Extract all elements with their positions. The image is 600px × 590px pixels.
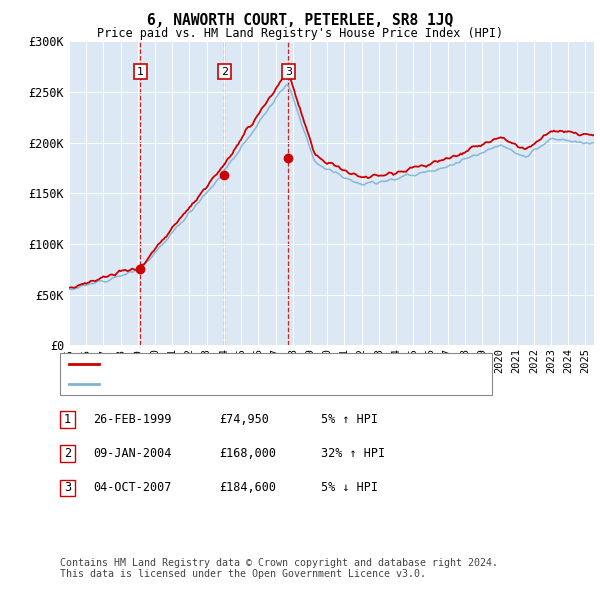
Text: 1: 1 — [137, 67, 144, 77]
Text: 3: 3 — [64, 481, 71, 494]
Text: 26-FEB-1999: 26-FEB-1999 — [93, 413, 172, 426]
Text: Price paid vs. HM Land Registry's House Price Index (HPI): Price paid vs. HM Land Registry's House … — [97, 27, 503, 40]
Text: 32% ↑ HPI: 32% ↑ HPI — [321, 447, 385, 460]
Text: 5% ↓ HPI: 5% ↓ HPI — [321, 481, 378, 494]
Text: 3: 3 — [285, 67, 292, 77]
Text: 6, NAWORTH COURT, PETERLEE, SR8 1JQ (detached house): 6, NAWORTH COURT, PETERLEE, SR8 1JQ (det… — [105, 359, 456, 369]
Text: 2: 2 — [64, 447, 71, 460]
Text: 5% ↑ HPI: 5% ↑ HPI — [321, 413, 378, 426]
Text: HPI: Average price, detached house, County Durham: HPI: Average price, detached house, Coun… — [105, 379, 436, 389]
Text: 04-OCT-2007: 04-OCT-2007 — [93, 481, 172, 494]
Text: 1: 1 — [64, 413, 71, 426]
Text: £74,950: £74,950 — [219, 413, 269, 426]
Text: £184,600: £184,600 — [219, 481, 276, 494]
Text: 2: 2 — [221, 67, 228, 77]
Text: £168,000: £168,000 — [219, 447, 276, 460]
Text: Contains HM Land Registry data © Crown copyright and database right 2024.
This d: Contains HM Land Registry data © Crown c… — [60, 558, 498, 579]
Text: 6, NAWORTH COURT, PETERLEE, SR8 1JQ: 6, NAWORTH COURT, PETERLEE, SR8 1JQ — [147, 13, 453, 28]
Text: 09-JAN-2004: 09-JAN-2004 — [93, 447, 172, 460]
